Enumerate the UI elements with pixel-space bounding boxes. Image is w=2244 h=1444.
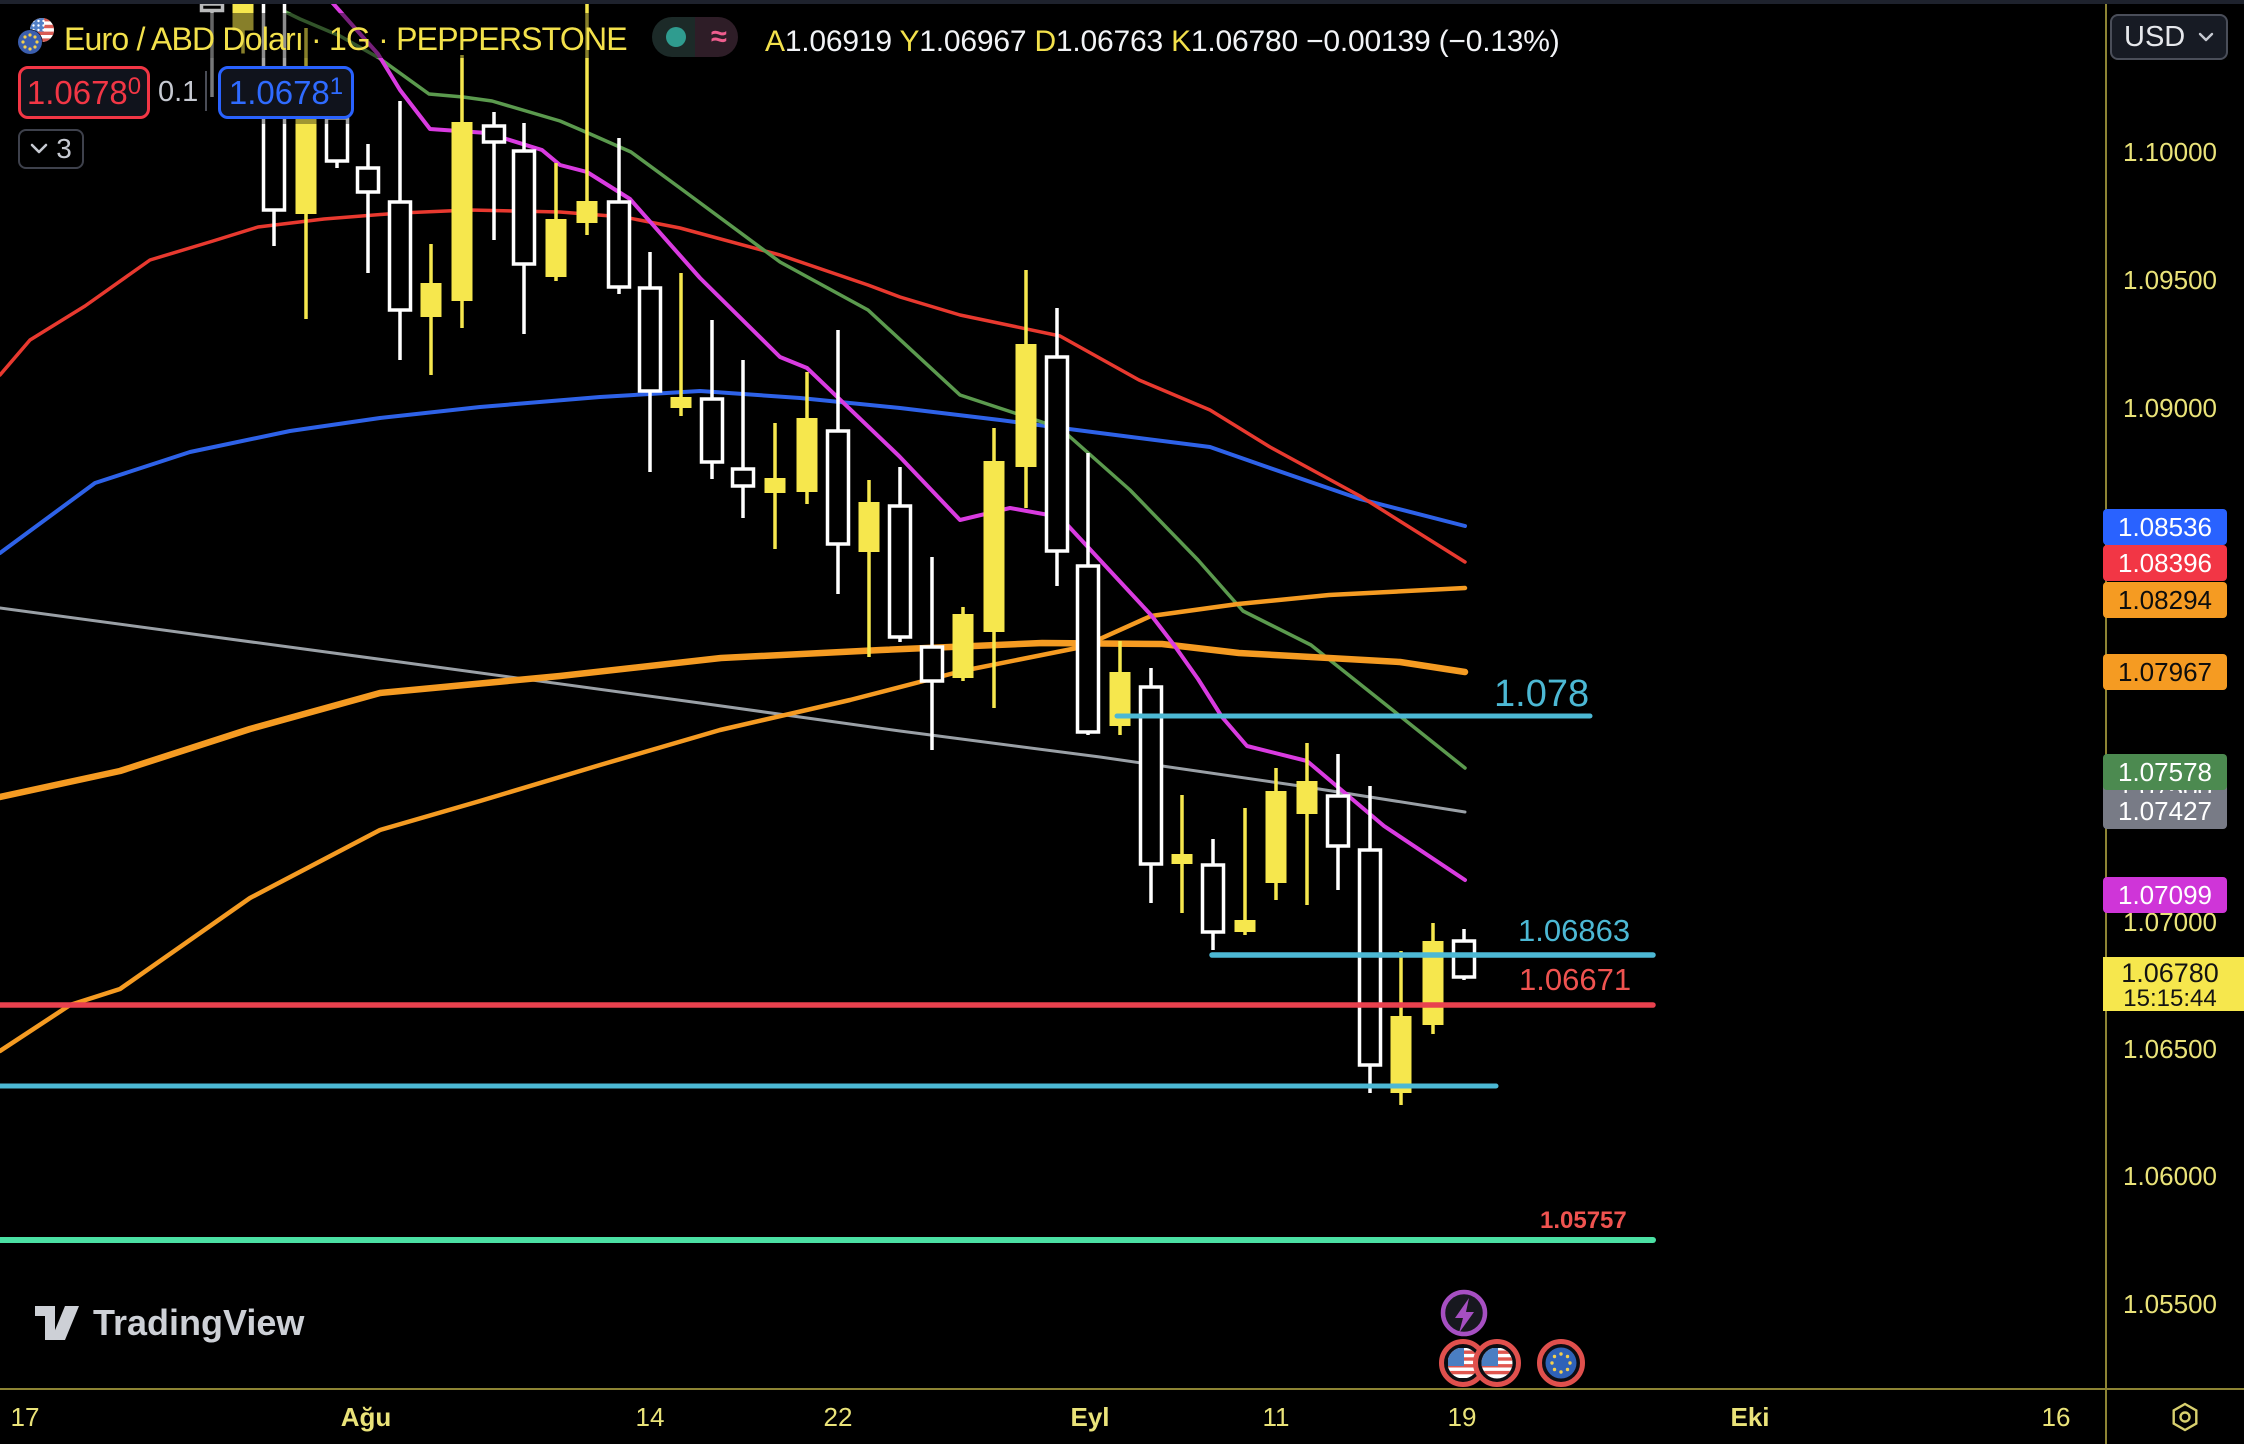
svg-text:17: 17 — [11, 1402, 40, 1432]
svg-text:Eyl: Eyl — [1070, 1402, 1109, 1432]
svg-text:19: 19 — [1448, 1402, 1477, 1432]
svg-text:1.09500: 1.09500 — [2123, 265, 2217, 295]
svg-text:1.10000: 1.10000 — [2123, 137, 2217, 167]
svg-text:1.07427: 1.07427 — [2118, 796, 2212, 826]
svg-text:1.06671: 1.06671 — [1519, 962, 1631, 997]
svg-text:14: 14 — [636, 1402, 665, 1432]
svg-text:11: 11 — [1263, 1402, 1290, 1432]
svg-text:1.07967: 1.07967 — [2118, 657, 2212, 687]
svg-text:1.07099: 1.07099 — [2118, 880, 2212, 910]
svg-text:1.09000: 1.09000 — [2123, 393, 2217, 423]
svg-text:1.08536: 1.08536 — [2118, 512, 2212, 542]
svg-text:22: 22 — [824, 1402, 853, 1432]
svg-text:1.078: 1.078 — [1494, 673, 1589, 715]
svg-text:1.08294: 1.08294 — [2118, 585, 2212, 615]
svg-text:1.06500: 1.06500 — [2123, 1034, 2217, 1064]
svg-text:1.05500: 1.05500 — [2123, 1289, 2217, 1319]
svg-text:1.05757: 1.05757 — [1540, 1207, 1627, 1234]
svg-text:1.06780: 1.06780 — [2121, 958, 2219, 988]
svg-text:1.06863: 1.06863 — [1518, 913, 1630, 948]
svg-text:1.06000: 1.06000 — [2123, 1161, 2217, 1191]
svg-text:1.08396: 1.08396 — [2118, 548, 2212, 578]
svg-text:1.07578: 1.07578 — [2118, 757, 2212, 787]
svg-text:Eki: Eki — [1730, 1402, 1769, 1432]
svg-text:Ağu: Ağu — [341, 1402, 392, 1432]
svg-text:15:15:44: 15:15:44 — [2123, 985, 2216, 1012]
svg-text:16: 16 — [2042, 1402, 2071, 1432]
